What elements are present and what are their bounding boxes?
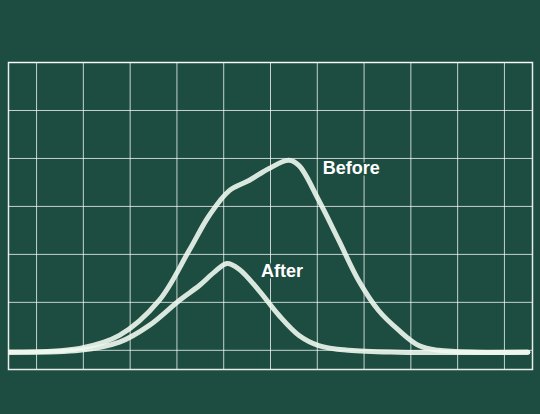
svg-text:After: After [261,261,303,281]
svg-text:Before: Before [323,158,380,178]
